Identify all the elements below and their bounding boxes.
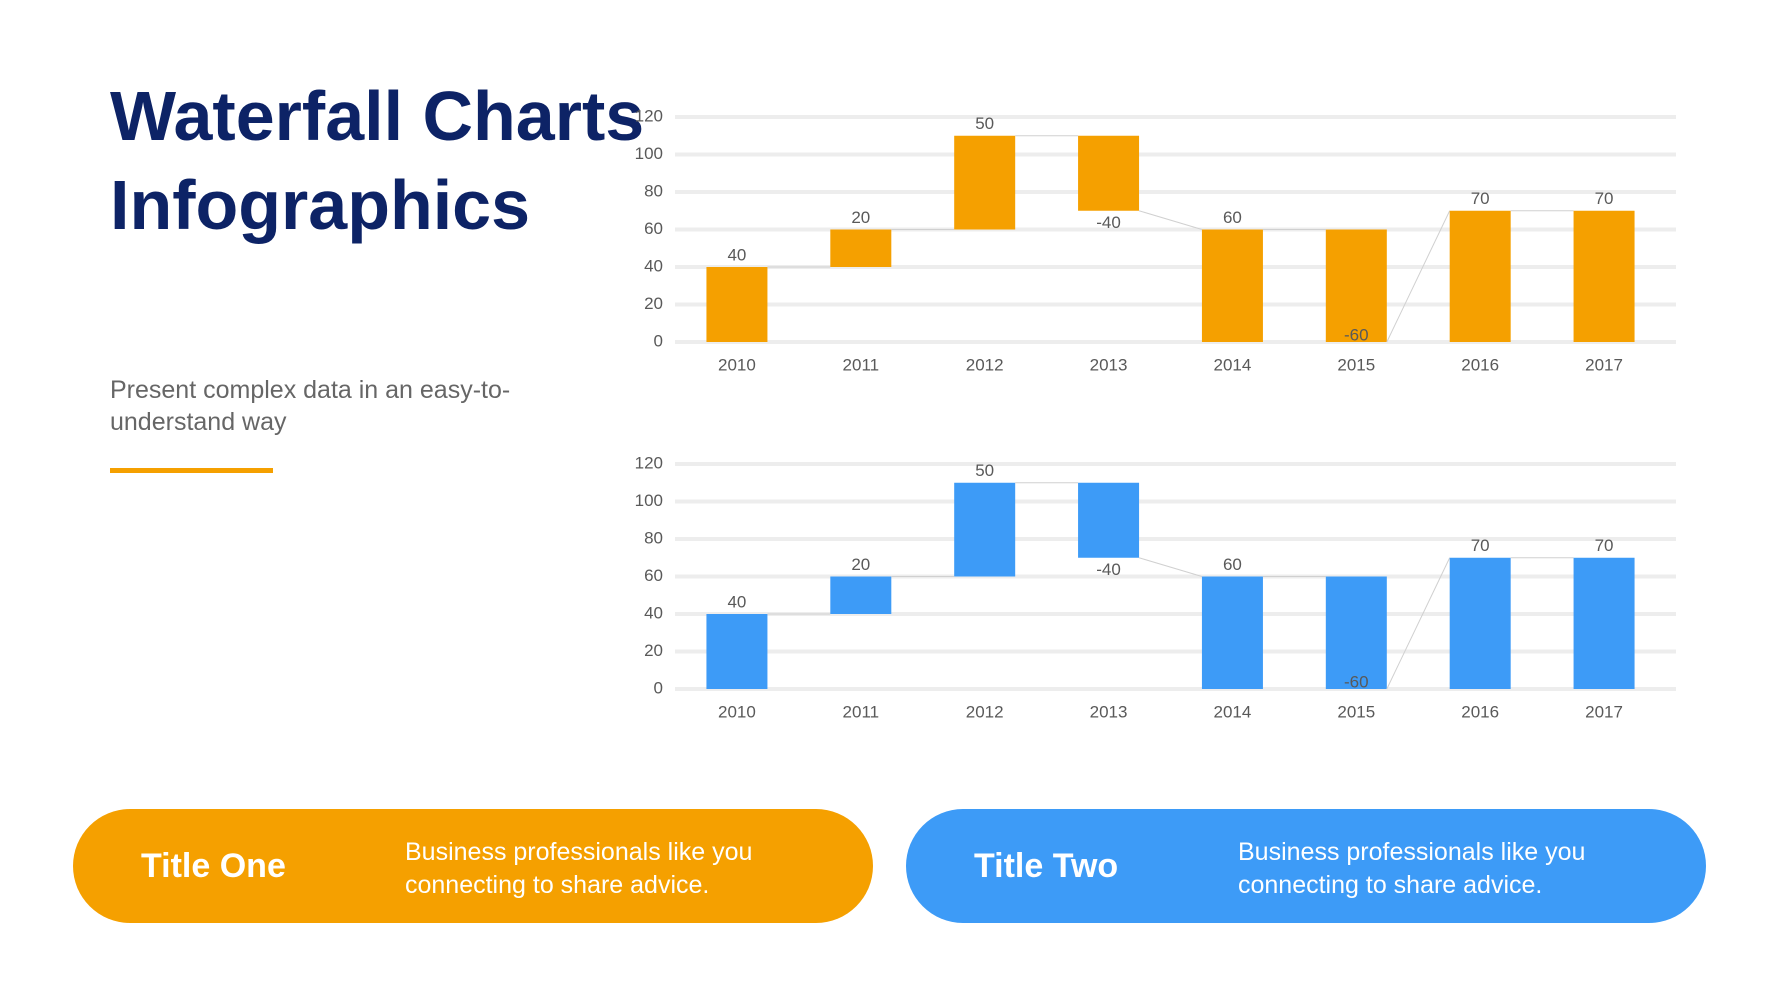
card-title: Title Two — [974, 847, 1119, 885]
x-tick-label: 2013 — [1090, 355, 1128, 374]
bar — [1449, 557, 1511, 689]
value-label: 40 — [727, 592, 746, 611]
bar — [1201, 229, 1263, 342]
bar — [954, 482, 1016, 577]
x-tick-label: 2016 — [1461, 702, 1499, 721]
value-label: 20 — [851, 208, 870, 227]
x-tick-label: 2012 — [966, 355, 1004, 374]
y-tick-label: 40 — [644, 603, 663, 622]
y-tick-label: 0 — [654, 331, 663, 350]
accent-rule — [110, 468, 273, 473]
value-label: 60 — [1223, 208, 1242, 227]
bar — [1449, 210, 1511, 342]
slide-subtitle: Present complex data in an easy-to-under… — [110, 376, 511, 436]
x-tick-label: 2014 — [1214, 702, 1252, 721]
x-tick-label: 2015 — [1337, 702, 1375, 721]
bar — [1078, 135, 1140, 211]
chart: 0 20 40 60 80 100 120 40 2010 20 2011 50 2012 -40 2013… — [635, 106, 1676, 374]
y-tick-label: 100 — [635, 491, 663, 510]
value-label: 40 — [727, 245, 746, 264]
bar — [1325, 229, 1387, 342]
card-text: Business professionals like you connecti… — [405, 838, 753, 899]
value-label: 70 — [1595, 536, 1614, 555]
connector — [1386, 557, 1451, 690]
bar — [1201, 576, 1263, 689]
bar — [1078, 482, 1140, 558]
x-tick-label: 2017 — [1585, 702, 1623, 721]
y-tick-label: 0 — [654, 678, 663, 697]
bar — [706, 267, 768, 342]
value-label: -40 — [1096, 560, 1121, 579]
bar — [954, 135, 1016, 230]
y-tick-label: 120 — [635, 453, 663, 472]
connector — [1138, 210, 1203, 230]
y-tick-label: 120 — [635, 106, 663, 125]
x-tick-label: 2011 — [843, 702, 880, 721]
card: Title One Business professionals like yo… — [73, 809, 873, 923]
y-tick-label: 40 — [644, 256, 663, 275]
value-label: 70 — [1595, 189, 1614, 208]
x-tick-label: 2010 — [718, 355, 756, 374]
value-label: 70 — [1471, 536, 1490, 555]
y-tick-label: 60 — [644, 566, 663, 585]
x-tick-label: 2017 — [1585, 355, 1623, 374]
y-tick-label: 80 — [644, 528, 663, 547]
value-label: 50 — [975, 461, 994, 480]
card-text: Business professionals like you connecti… — [1238, 838, 1586, 899]
x-tick-label: 2010 — [718, 702, 756, 721]
y-tick-label: 80 — [644, 181, 663, 200]
chart: 0 20 40 60 80 100 120 40 2010 20 2011 50 2012 -40 2013… — [635, 453, 1676, 721]
bar — [830, 229, 892, 267]
y-tick-label: 20 — [644, 641, 663, 660]
bar — [1573, 210, 1635, 342]
y-tick-label: 20 — [644, 294, 663, 313]
slide-title: Waterfall Charts Infographics — [110, 77, 645, 244]
y-tick-label: 100 — [635, 144, 663, 163]
x-tick-label: 2015 — [1337, 355, 1375, 374]
card: Title Two Business professionals like yo… — [906, 809, 1706, 923]
value-label: -60 — [1344, 672, 1369, 691]
x-tick-label: 2012 — [966, 702, 1004, 721]
x-tick-label: 2014 — [1214, 355, 1252, 374]
bar — [1573, 557, 1635, 689]
value-label: 50 — [975, 114, 994, 133]
value-label: 70 — [1471, 189, 1490, 208]
bar — [1325, 576, 1387, 689]
value-label: -40 — [1096, 213, 1121, 232]
bar — [830, 576, 892, 614]
connector — [1138, 557, 1203, 577]
y-tick-label: 60 — [644, 219, 663, 238]
connector — [1386, 210, 1451, 343]
bar — [706, 614, 768, 689]
x-tick-label: 2013 — [1090, 702, 1128, 721]
x-tick-label: 2016 — [1461, 355, 1499, 374]
x-tick-label: 2011 — [843, 355, 880, 374]
value-label: 60 — [1223, 555, 1242, 574]
value-label: -60 — [1344, 325, 1369, 344]
card-title: Title One — [141, 847, 286, 885]
value-label: 20 — [851, 555, 870, 574]
